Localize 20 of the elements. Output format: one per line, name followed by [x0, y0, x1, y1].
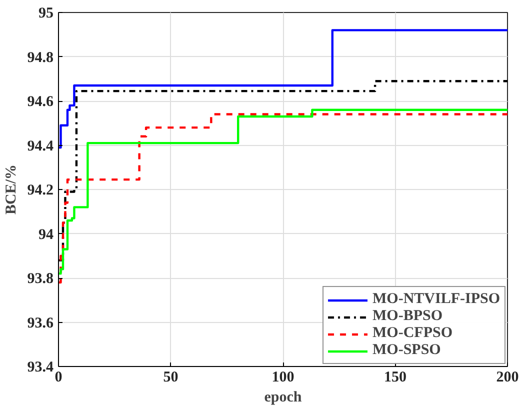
x-axis-title: epoch	[264, 390, 302, 406]
y-tick-label: 94.8	[27, 50, 54, 66]
legend-label: MO-BPSO	[372, 308, 442, 325]
x-tick-label: 100	[272, 370, 294, 386]
y-tick-label: 94.2	[27, 182, 54, 198]
x-tick-label: 200	[496, 370, 519, 386]
legend-label: MO-NTVILF-IPSO	[372, 291, 500, 308]
legend-label: MO-CFPSO	[372, 325, 452, 342]
y-tick-label: 93.6	[27, 315, 54, 332]
x-tick-label: 150	[384, 370, 406, 386]
y-tick-label: 93.8	[27, 271, 54, 287]
y-tick-label: 95	[38, 6, 54, 22]
y-tick-label: 93.4	[27, 360, 54, 376]
x-tick-label: 50	[163, 370, 178, 386]
legend-label: MO-SPSO	[372, 342, 441, 359]
y-tick-label: 94.6	[27, 94, 54, 110]
x-tick-label: 0	[54, 370, 62, 386]
y-tick-label: 94.4	[27, 138, 54, 154]
y-axis-title: BCE/%	[3, 164, 20, 215]
y-tick-label: 94	[38, 226, 54, 243]
